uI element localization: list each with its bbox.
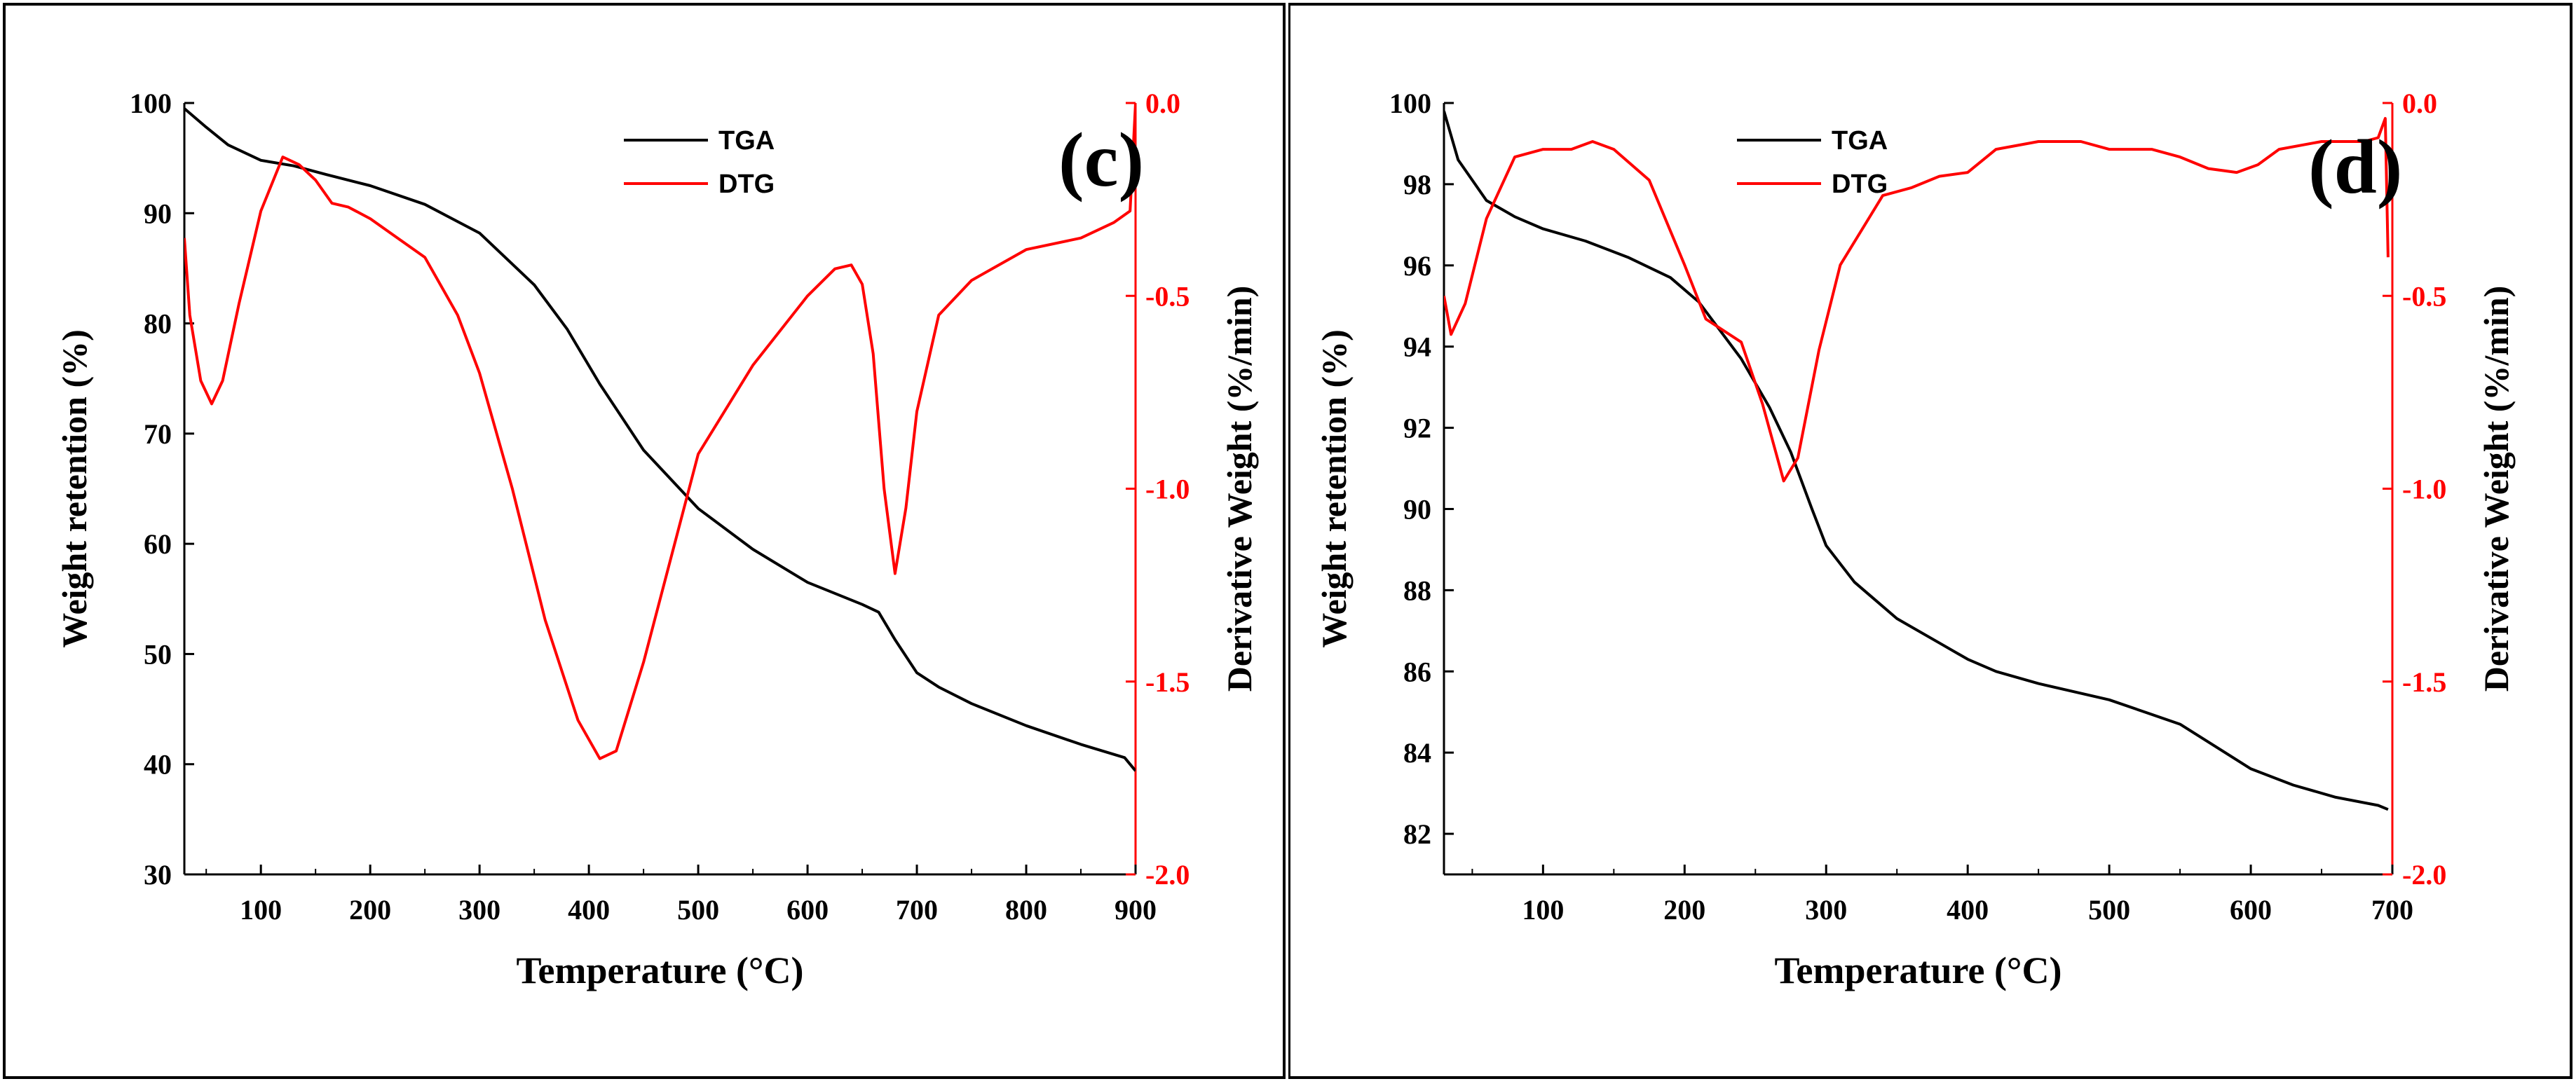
y-left-tick-label: 90 <box>1403 493 1431 525</box>
series-line-tga <box>1444 111 2389 811</box>
panel-label: (d) <box>2308 124 2402 209</box>
x-tick-label: 200 <box>349 894 391 926</box>
x-tick-label: 700 <box>896 894 938 926</box>
panel-frame <box>3 3 1286 1079</box>
y-left-tick-label: 30 <box>144 859 172 891</box>
series-line-dtg <box>184 102 1136 760</box>
x-tick-label: 100 <box>1522 894 1564 926</box>
x-tick-label: 900 <box>1115 894 1157 926</box>
y-right-tick-label: -1.5 <box>2402 666 2446 698</box>
panel-frame <box>1288 3 2572 1079</box>
y-right-tick-label: -2.0 <box>1145 859 1190 891</box>
y-left-tick-label: 100 <box>130 88 172 119</box>
x-axis-title: Temperature (°C) <box>516 949 803 991</box>
y-right-axis-title: Derivative Weight (%/min) <box>1220 286 1259 692</box>
chart-panel-d: 100 200 300 400 500 600 700 82 84 86 88 90 92 94 96 98 1… <box>1288 3 2572 1079</box>
y-left-tick-label: 92 <box>1403 413 1431 444</box>
y-right-tick-label: -1.5 <box>1145 666 1190 698</box>
y-left-tick-label: 96 <box>1403 250 1431 282</box>
y-right-tick-label: -0.5 <box>1145 280 1190 312</box>
y-right-tick-label: -0.5 <box>2402 280 2446 312</box>
y-left-tick-label: 84 <box>1403 737 1431 769</box>
y-left-tick-label: 60 <box>144 528 172 560</box>
y-left-tick-label: 100 <box>1389 88 1431 119</box>
y-left-axis-title: Weight retention (%) <box>1314 329 1354 648</box>
x-tick-label: 800 <box>1005 894 1047 926</box>
x-tick-label: 600 <box>786 894 829 926</box>
x-axis-title: Temperature (°C) <box>1774 949 2062 991</box>
legend-label-dtg: DTG <box>718 170 775 199</box>
legend-label-tga: TGA <box>1832 126 1888 156</box>
chart-panel-c: 100 200 300 400 500 600 700 800 900 30 40 50 60 70 80 9… <box>3 3 1286 1079</box>
x-tick-label: 400 <box>568 894 610 926</box>
y-right-tick-label: 0.0 <box>1145 88 1180 119</box>
legend-label-dtg: DTG <box>1832 170 1888 199</box>
x-tick-label: 100 <box>240 894 282 926</box>
y-left-tick-label: 88 <box>1403 575 1431 606</box>
y-right-tick-label: -1.0 <box>1145 474 1190 505</box>
series-line-tga <box>184 107 1136 772</box>
x-tick-label: 500 <box>677 894 719 926</box>
series-line-dtg <box>1444 117 2390 483</box>
y-left-tick-label: 82 <box>1403 818 1431 850</box>
y-right-axis-title: Derivative Weight (%/min) <box>2476 286 2516 692</box>
y-right-tick-label: 0.0 <box>2402 88 2437 119</box>
panel-label: (c) <box>1058 117 1144 202</box>
x-tick-label: 300 <box>1805 894 1847 926</box>
y-left-tick-label: 94 <box>1403 331 1431 363</box>
y-left-tick-label: 40 <box>144 749 172 781</box>
x-tick-label: 200 <box>1663 894 1705 926</box>
x-tick-label: 400 <box>1947 894 1989 926</box>
y-right-tick-label: -1.0 <box>2402 474 2446 505</box>
y-right-tick-label: -2.0 <box>2402 859 2446 891</box>
y-left-tick-label: 86 <box>1403 656 1431 687</box>
x-tick-label: 500 <box>2088 894 2130 926</box>
y-left-axis-title: Weight retention (%) <box>55 329 94 648</box>
x-tick-label: 300 <box>458 894 500 926</box>
y-left-tick-label: 90 <box>144 198 172 229</box>
legend-label-tga: TGA <box>718 126 775 156</box>
y-left-tick-label: 70 <box>144 418 172 450</box>
y-left-tick-label: 50 <box>144 638 172 670</box>
y-left-tick-label: 98 <box>1403 169 1431 200</box>
y-left-tick-label: 80 <box>144 308 172 340</box>
x-tick-label: 600 <box>2230 894 2272 926</box>
x-tick-label: 700 <box>2371 894 2413 926</box>
